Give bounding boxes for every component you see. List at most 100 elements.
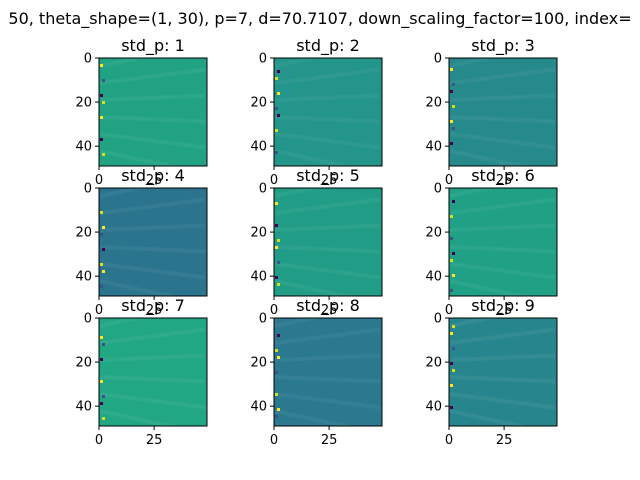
x-tick-label: 0 — [270, 303, 278, 318]
heatmap-speckle — [452, 369, 455, 372]
heatmap-texture — [274, 93, 381, 102]
heatmap-speckle — [452, 127, 455, 130]
heatmap-speckle — [275, 393, 278, 396]
heatmap-texture — [99, 279, 206, 306]
heatmap-texture — [99, 223, 206, 232]
heatmap-texture — [449, 41, 556, 68]
heatmap-speckle — [100, 402, 103, 405]
axes-frame — [273, 57, 383, 167]
axes-frame — [448, 317, 558, 427]
y-tick-label: 20 — [425, 96, 442, 111]
y-tick-label: 20 — [425, 356, 442, 371]
y-tick-label: 40 — [75, 400, 92, 415]
heatmap-texture — [99, 327, 206, 345]
heatmap-texture — [449, 301, 556, 328]
heatmap-texture — [449, 245, 556, 254]
heatmap-speckle — [277, 92, 280, 95]
heatmap-speckle — [452, 252, 455, 255]
y-tick-label: 20 — [75, 226, 92, 241]
axes-frame — [273, 187, 383, 297]
x-tick-label: 25 — [496, 173, 513, 188]
heatmap-speckle — [100, 138, 103, 141]
heatmap-texture — [449, 132, 556, 150]
heatmap-texture — [99, 115, 206, 124]
y-tick-label: 20 — [250, 96, 267, 111]
heatmap-texture — [274, 327, 381, 345]
heatmap-speckle — [100, 94, 103, 97]
heatmap-speckle — [277, 261, 280, 264]
x-tick-label: 0 — [445, 303, 453, 318]
x-tick-label: 25 — [146, 433, 163, 448]
axes-frame — [98, 317, 208, 427]
x-tick-label: 25 — [146, 173, 163, 188]
heatmap-speckle — [450, 362, 453, 365]
x-tick-label: 25 — [146, 303, 163, 318]
heatmap-texture — [99, 375, 206, 384]
heatmap-speckle — [275, 77, 278, 80]
y-tick-label: 0 — [84, 312, 92, 327]
axes-frame — [448, 57, 558, 167]
panel-title: std_p: 4 — [121, 166, 185, 186]
heatmap-texture — [99, 301, 206, 328]
heatmap-texture — [274, 41, 381, 68]
y-tick-label: 40 — [425, 270, 442, 285]
heatmap-speckle — [102, 101, 105, 104]
heatmap-speckle — [452, 325, 455, 328]
y-tick-label: 0 — [434, 182, 442, 197]
heatmap-speckle — [275, 415, 278, 418]
heatmap-speckle — [275, 107, 278, 110]
panel-title: std_p: 7 — [121, 296, 185, 316]
y-tick-label: 0 — [434, 312, 442, 327]
heatmap-speckle — [450, 120, 453, 123]
y-tick-label: 20 — [75, 356, 92, 371]
heatmap-texture — [449, 327, 556, 345]
heatmap-panel: std_p: 5 0 20 40 0 25 — [250, 166, 383, 318]
heatmap-panel: std_p: 2 0 20 40 0 25 — [250, 36, 383, 188]
heatmap-texture — [99, 409, 206, 436]
heatmap-speckle — [100, 116, 103, 119]
heatmap-speckle — [275, 129, 278, 132]
heatmap-panel: std_p: 8 0 20 40 0 25 — [250, 296, 383, 448]
y-tick-label: 40 — [75, 140, 92, 155]
heatmap-speckle — [277, 356, 280, 359]
panel-title: std_p: 8 — [296, 296, 360, 316]
heatmap-speckle — [102, 343, 105, 346]
x-tick-label: 0 — [95, 173, 103, 188]
heatmap-texture — [449, 223, 556, 232]
y-tick-label: 40 — [425, 400, 442, 415]
heatmap-speckle — [452, 274, 455, 277]
heatmap-speckle — [100, 64, 103, 67]
heatmap-panel: std_p: 7 0 20 40 0 25 — [75, 296, 208, 448]
heatmap-speckle — [102, 153, 105, 156]
y-tick-label: 0 — [259, 182, 267, 197]
heatmap-texture — [99, 132, 206, 150]
y-tick-label: 0 — [259, 312, 267, 327]
heatmap-texture — [99, 353, 206, 362]
heatmap-speckle — [102, 270, 105, 273]
y-tick-label: 40 — [250, 140, 267, 155]
y-tick-label: 0 — [84, 182, 92, 197]
y-tick-label: 40 — [250, 270, 267, 285]
heatmap-speckle — [277, 70, 280, 73]
y-tick-label: 20 — [75, 96, 92, 111]
heatmap-speckle — [275, 276, 278, 279]
panel-title: std_p: 3 — [471, 36, 535, 56]
heatmap-image — [274, 188, 382, 296]
heatmap-image — [274, 318, 382, 426]
heatmap-speckle — [452, 105, 455, 108]
heatmap-image — [449, 188, 557, 296]
heatmap-image — [449, 58, 557, 166]
heatmap-speckle — [100, 263, 103, 266]
heatmap-speckle — [277, 334, 280, 337]
x-tick-label: 0 — [95, 303, 103, 318]
heatmap-image — [274, 58, 382, 166]
heatmap-speckle — [450, 332, 453, 335]
x-tick-label: 0 — [445, 433, 453, 448]
heatmap-panel: std_p: 3 0 20 40 0 25 — [425, 36, 558, 188]
axes-frame — [448, 187, 558, 297]
heatmap-texture — [274, 409, 381, 436]
panel-title: std_p: 1 — [121, 36, 185, 56]
heatmap-speckle — [452, 83, 455, 86]
y-tick-label: 40 — [250, 400, 267, 415]
panel-title: std_p: 2 — [296, 36, 360, 56]
